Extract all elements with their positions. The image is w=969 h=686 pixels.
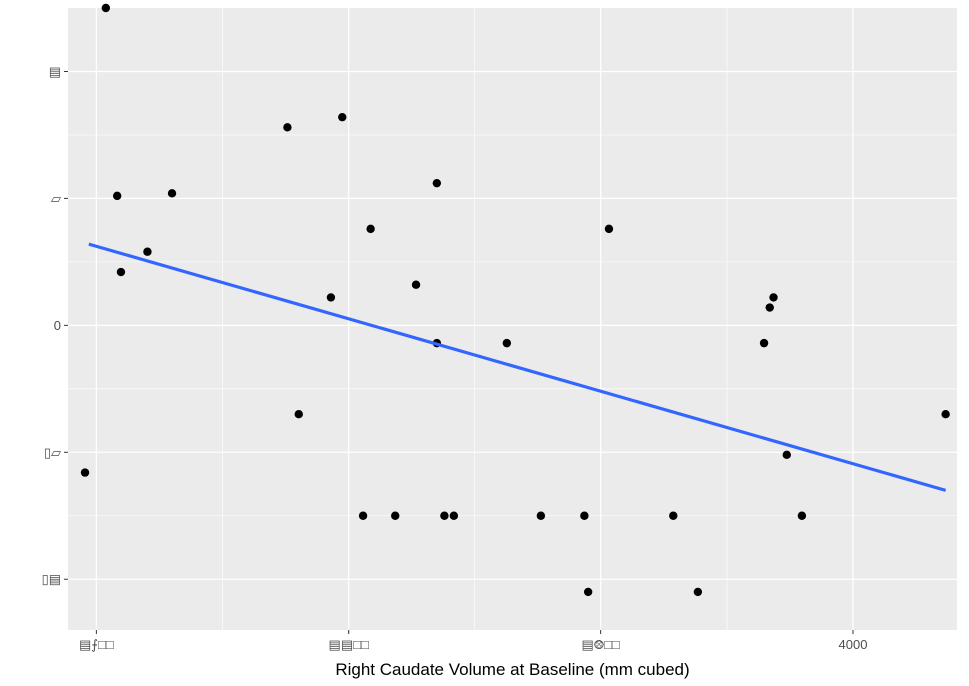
data-point <box>143 247 152 256</box>
data-point <box>941 410 950 419</box>
data-point <box>604 224 614 234</box>
data-point <box>765 303 774 312</box>
data-point <box>167 189 177 198</box>
y-tick-label: ▯▤ <box>42 572 61 587</box>
y-tick-label: ▤ <box>49 64 61 79</box>
trend-line <box>88 242 947 492</box>
data-point <box>112 191 122 201</box>
data-point <box>693 587 703 597</box>
data-point <box>80 468 90 477</box>
y-axis: ▯▤ ▯▱ 0 ▱ ▤ <box>42 64 68 587</box>
data-point <box>769 293 778 302</box>
x-tick-label: ▤⨷□□ <box>582 637 620 652</box>
data-point <box>536 511 546 520</box>
data-point <box>366 224 375 234</box>
data-point <box>669 511 678 520</box>
y-tick-label: 0 <box>54 318 61 333</box>
data-point <box>358 511 368 520</box>
data-point <box>294 410 303 419</box>
x-tick-label: ▤▤□□ <box>329 637 369 652</box>
data-point <box>449 511 459 520</box>
x-axis-title: Right Caudate Volume at Baseline (mm cub… <box>335 660 689 679</box>
x-axis: ▤⨍□□ ▤▤□□ ▤⨷□□ 4000 <box>79 630 867 652</box>
data-point <box>283 123 292 132</box>
data-point <box>391 511 400 520</box>
data-point <box>502 338 512 348</box>
data-point <box>338 112 347 122</box>
plot-panel <box>68 8 957 630</box>
data-point <box>580 511 589 520</box>
y-tick-label: ▯▱ <box>44 445 61 460</box>
minor-gridlines <box>68 8 957 630</box>
data-point <box>101 3 111 13</box>
data-point <box>797 511 807 520</box>
data-point <box>326 293 336 302</box>
data-points <box>80 3 950 597</box>
data-point <box>116 267 126 277</box>
data-point <box>440 511 449 520</box>
data-point <box>759 338 769 348</box>
data-point <box>782 450 791 460</box>
data-point <box>432 178 442 188</box>
x-tick-label: 4000 <box>839 637 868 652</box>
data-point <box>583 587 593 597</box>
y-tick-label: ▱ <box>51 191 61 206</box>
data-point <box>411 280 421 289</box>
x-tick-label: ▤⨍□□ <box>79 637 114 652</box>
trend-line-group <box>88 242 947 492</box>
